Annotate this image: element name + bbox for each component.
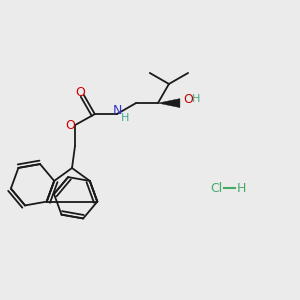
Text: N: N [113, 103, 122, 117]
Text: Cl: Cl [210, 182, 222, 194]
Text: H: H [237, 182, 246, 194]
Text: O: O [75, 86, 85, 100]
Text: O: O [65, 118, 75, 132]
Polygon shape [158, 99, 180, 108]
Text: H: H [192, 94, 200, 104]
Text: O: O [183, 93, 193, 106]
Text: H: H [121, 113, 129, 123]
